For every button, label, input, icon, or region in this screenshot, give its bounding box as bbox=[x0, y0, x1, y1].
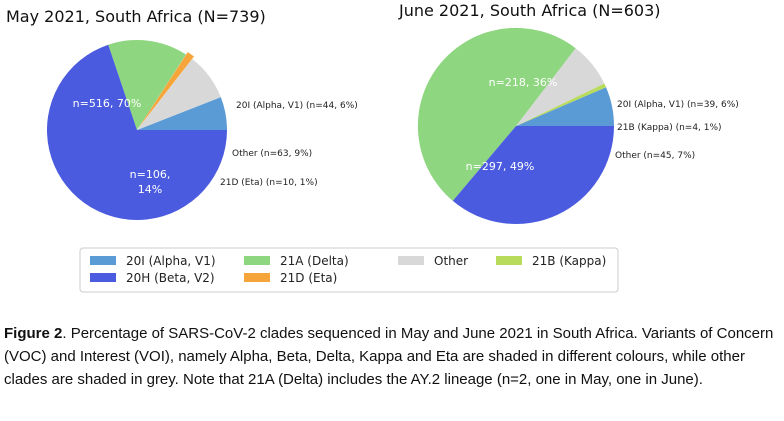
slice-label-may-other: Other (n=63, 9%) bbox=[232, 149, 312, 159]
chart-title-may: May 2021, South Africa (N=739) bbox=[6, 7, 266, 26]
slice-label-june-20h-beta-v2: n=218, 36% bbox=[489, 76, 558, 89]
legend-swatch-20i-alpha-v1 bbox=[90, 256, 116, 265]
chart-title-june: June 2021, South Africa (N=603) bbox=[398, 1, 661, 20]
slice-label-may-20h-beta-v2: n=516, 70% bbox=[73, 97, 142, 110]
legend: 20I (Alpha, V1) 20H (Beta, V2) 21A (Delta)… bbox=[79, 247, 619, 293]
pie-slice-june-21b-kappa bbox=[516, 83, 607, 126]
pie-slice-may-20h-beta-v2 bbox=[46, 44, 227, 221]
slice-label-june-20i-alpha-v1: 20I (Alpha, V1) (n=39, 6%) bbox=[617, 100, 739, 110]
slice-label-june-other: Other (n=45, 7%) bbox=[615, 151, 695, 161]
caption-text: . Percentage of SARS-CoV-2 clades sequen… bbox=[4, 325, 774, 388]
pie-slice-june-21a-delta bbox=[417, 27, 576, 201]
legend-label-21d-eta: 21D (Eta) bbox=[280, 271, 337, 285]
slice-label-may-20i-alpha-v1: 20I (Alpha, V1) (n=44, 6%) bbox=[236, 101, 358, 111]
legend-label-20h-beta-v2: 20H (Beta, V2) bbox=[126, 271, 215, 285]
pie-slice-may-21d-eta bbox=[138, 52, 194, 128]
slice-label-june-21b-kappa: 21B (Kappa) (n=4, 1%) bbox=[617, 123, 722, 133]
legend-frame bbox=[79, 247, 619, 293]
slice-label-may-21a-delta: n=106, 14% bbox=[130, 168, 171, 196]
legend-label-21a-delta: 21A (Delta) bbox=[280, 254, 349, 268]
pie-chart-may: May 2021, South Africa (N=739) 20I (Alpha… bbox=[6, 7, 358, 221]
legend-swatch-21a-delta bbox=[244, 256, 270, 265]
caption-label: Figure 2 bbox=[4, 325, 63, 342]
pie-slice-june-20h-beta-v2 bbox=[452, 126, 614, 225]
pie-slice-may-other bbox=[137, 58, 221, 130]
legend-swatch-other bbox=[398, 256, 424, 265]
pie-slice-may-21a-delta bbox=[108, 40, 187, 130]
pie-slice-june-other bbox=[516, 48, 605, 126]
pie-slice-may-20i-alpha-v1 bbox=[137, 97, 227, 130]
legend-swatch-20h-beta-v2 bbox=[90, 273, 116, 282]
legend-label-20i-alpha-v1: 20I (Alpha, V1) bbox=[126, 254, 216, 268]
slice-label-may-21d-eta: 21D (Eta) (n=10, 1%) bbox=[220, 178, 318, 188]
slice-label-june-21a-delta: n=297, 49% bbox=[466, 160, 535, 173]
figure-caption: Figure 2. Percentage of SARS-CoV-2 clade… bbox=[4, 322, 780, 391]
pie-chart-june: June 2021, South Africa (N=603) 20I (Alph… bbox=[398, 1, 739, 225]
legend-swatch-21d-eta bbox=[244, 273, 270, 282]
legend-label-21b-kappa: 21B (Kappa) bbox=[532, 254, 606, 268]
pie-slice-june-20i-alpha-v1 bbox=[516, 87, 614, 126]
legend-label-other: Other bbox=[434, 254, 468, 268]
legend-swatch-21b-kappa bbox=[496, 256, 522, 265]
